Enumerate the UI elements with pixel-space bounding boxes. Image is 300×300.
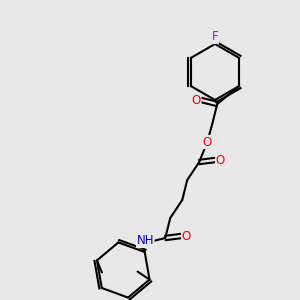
Text: O: O: [202, 136, 212, 148]
Text: F: F: [212, 31, 218, 44]
Text: O: O: [192, 94, 201, 106]
Text: O: O: [216, 154, 225, 166]
Text: O: O: [182, 230, 191, 242]
Text: NH: NH: [136, 235, 154, 248]
